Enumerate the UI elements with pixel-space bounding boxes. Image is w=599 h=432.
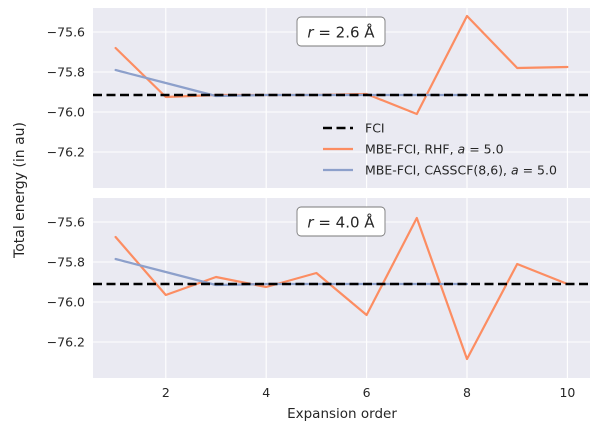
series-line-rhf bbox=[114, 216, 569, 361]
panel-2: −75.6 −75.8 −76.0 −76.2 2 4 6 8 10 r = 4.0 Å bbox=[47, 198, 590, 400]
annotation-label: r = 2.6 Å bbox=[307, 23, 375, 42]
y-tick-label: −76.2 bbox=[47, 145, 85, 160]
y-axis-label: Total energy (in au) bbox=[12, 122, 28, 259]
y-tick-label: −75.6 bbox=[47, 25, 85, 40]
panel-1: −75.6 −75.8 −76.0 −76.2 r = 2.6 Å bbox=[47, 8, 590, 188]
legend-label: FCI bbox=[365, 121, 385, 136]
x-axis-label: Expansion order bbox=[287, 406, 397, 422]
legend-label: MBE-FCI, CASSCF(8,6), a = 5.0 bbox=[365, 163, 557, 178]
y-tick-label: −76.0 bbox=[47, 295, 85, 310]
legend-label: MBE-FCI, RHF, a = 5.0 bbox=[365, 142, 504, 157]
x-tick-label: 2 bbox=[162, 385, 170, 400]
y-tick-label: −75.8 bbox=[47, 65, 85, 80]
annotation-box bbox=[296, 206, 386, 237]
panels: −75.6−75.8−76.0−76.2r = 2.6 Å−75.6−75.8−… bbox=[47, 8, 590, 400]
y-tick-label: −75.8 bbox=[47, 255, 85, 270]
annotation-label: r = 4.0 Å bbox=[307, 213, 375, 232]
x-tick-label: 6 bbox=[363, 385, 371, 400]
x-tick-label: 10 bbox=[559, 385, 575, 400]
x-tick-label: 8 bbox=[463, 385, 471, 400]
x-tick-label: 4 bbox=[262, 385, 270, 400]
y-tick-label: −76.2 bbox=[47, 335, 85, 350]
y-tick-label: −76.0 bbox=[47, 105, 85, 120]
legend: FCI MBE-FCI, RHF, a = 5.0 MBE-FCI, CASSCF(… bbox=[323, 121, 557, 178]
y-tick-label: −75.6 bbox=[47, 215, 85, 230]
annotation-box bbox=[296, 16, 386, 47]
